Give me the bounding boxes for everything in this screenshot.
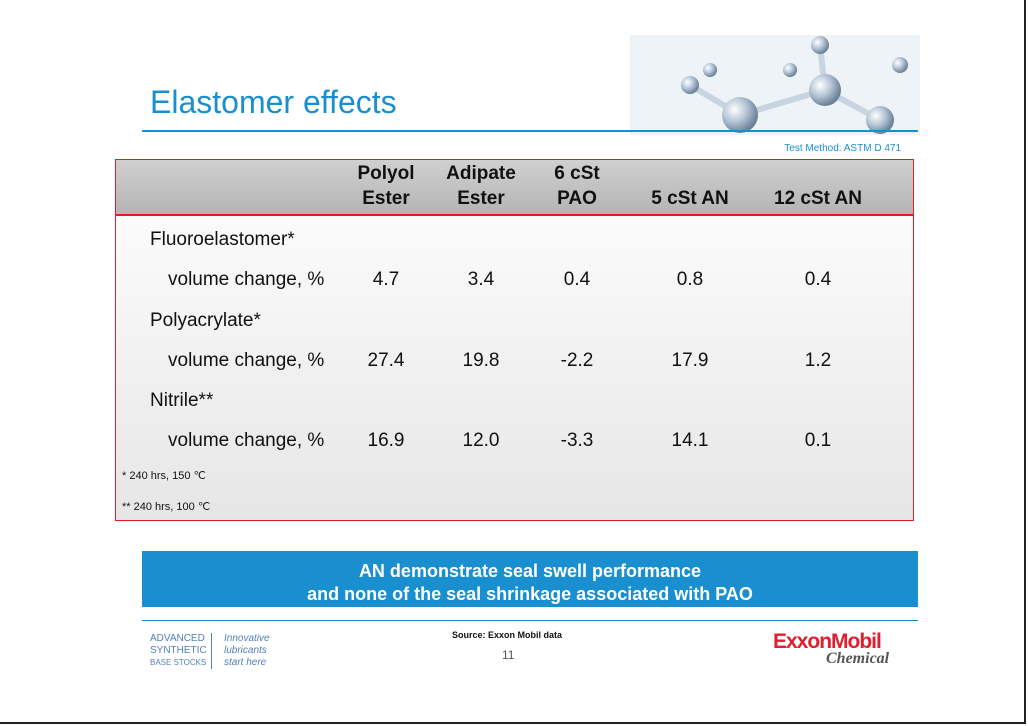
table-header xyxy=(116,160,913,216)
column-header: Ester xyxy=(362,188,410,209)
tagline-line: lubricants xyxy=(224,645,267,656)
division: Chemical xyxy=(826,650,890,667)
footnote: * 240 hrs, 150 ℃ xyxy=(122,470,206,482)
table-box xyxy=(115,159,914,521)
test-method: Test Method: ASTM D 471 xyxy=(784,143,901,154)
cell-value: 3.4 xyxy=(467,269,495,290)
cell-value: 19.8 xyxy=(462,349,500,371)
tagline: Innovative lubricants start here xyxy=(224,633,270,669)
left-logo: ADVANCED SYNTHETIC BASE STOCKS xyxy=(150,633,212,669)
logo-line: SYNTHETIC xyxy=(150,645,207,656)
cell-value: 0.4 xyxy=(563,269,591,290)
cell-value: 0.1 xyxy=(804,430,832,451)
cell-value: -3.3 xyxy=(560,430,594,451)
cell-value: 16.9 xyxy=(367,430,405,451)
page-number: 11 xyxy=(502,648,515,662)
logo-line: ADVANCED xyxy=(150,633,205,644)
cell-value: 14.1 xyxy=(671,430,709,451)
column-header: 6 cSt xyxy=(554,163,600,184)
cell-value: 0.4 xyxy=(804,269,832,290)
cell-value: 17.9 xyxy=(671,349,709,371)
source: Source: Exxon Mobil data xyxy=(452,630,563,640)
cell-value: 1.2 xyxy=(804,349,832,371)
tagline-line: Innovative xyxy=(224,633,270,644)
cell-value: 0.8 xyxy=(676,269,704,290)
molecule-image xyxy=(630,35,920,135)
logo-line: BASE STOCKS xyxy=(150,658,207,667)
title: Elastomer effects xyxy=(150,84,397,120)
brand-logo: ExxonMobil xyxy=(773,630,882,653)
column-header: Ester xyxy=(457,188,505,209)
column-header: PAO xyxy=(557,188,597,209)
column-header: Polyol xyxy=(357,163,415,184)
cell-value: 12.0 xyxy=(462,430,500,451)
title-rule xyxy=(142,130,918,132)
group-name: Fluoroelastomer* xyxy=(150,229,295,250)
cell-value: -2.2 xyxy=(560,349,594,371)
banner-line: AN demonstrate seal swell performance xyxy=(358,561,702,581)
column-header: 12 cSt AN xyxy=(774,188,862,209)
footnote: ** 240 hrs, 100 ℃ xyxy=(122,501,211,513)
cell-value: 27.4 xyxy=(367,349,405,371)
cell-value: 4.7 xyxy=(372,269,400,290)
row-label: volume change, % xyxy=(168,349,325,371)
banner-text: AN demonstrate seal swell performance an… xyxy=(142,560,918,606)
row-label: volume change, % xyxy=(168,430,325,451)
column-header: 5 cSt AN xyxy=(651,188,729,209)
row-label: volume change, % xyxy=(168,269,325,290)
group-name: Nitrile** xyxy=(150,390,214,411)
group-name: Polyacrylate* xyxy=(150,309,261,331)
banner-line: and none of the seal shrinkage associate… xyxy=(307,584,753,604)
column-header: Adipate xyxy=(446,163,516,184)
banner xyxy=(142,551,918,607)
tagline-line: start here xyxy=(224,657,267,668)
footer-rule xyxy=(142,620,918,621)
